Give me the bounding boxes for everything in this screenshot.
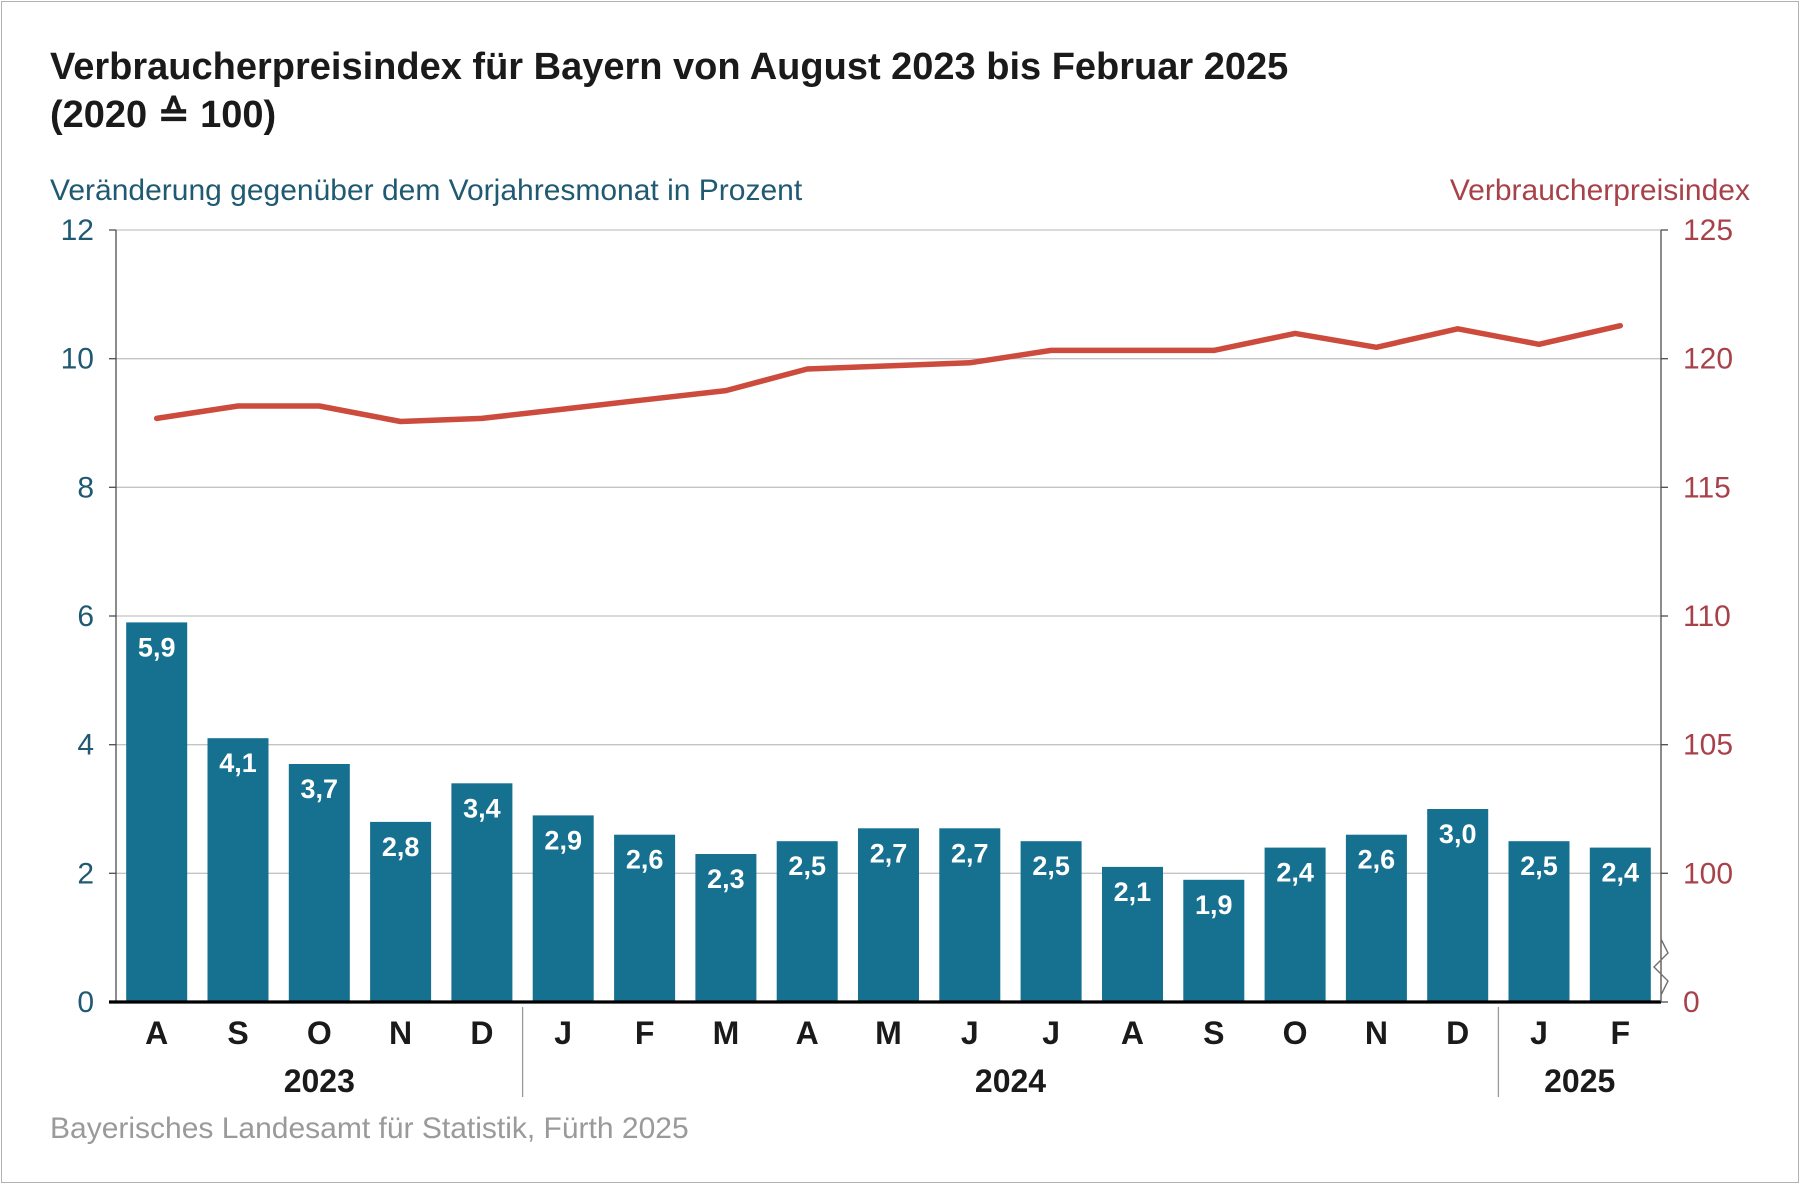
svg-text:120: 120 [1683, 343, 1733, 376]
svg-text:S: S [227, 1015, 248, 1051]
svg-text:M: M [713, 1015, 740, 1051]
svg-text:2,5: 2,5 [1520, 851, 1558, 881]
svg-text:2023: 2023 [284, 1063, 355, 1099]
svg-text:115: 115 [1683, 471, 1731, 504]
svg-text:110: 110 [1683, 600, 1731, 633]
svg-text:S: S [1203, 1015, 1224, 1051]
svg-text:2,6: 2,6 [1358, 845, 1396, 875]
svg-text:J: J [554, 1015, 572, 1051]
svg-text:2,4: 2,4 [1276, 858, 1314, 888]
svg-text:0: 0 [77, 986, 94, 1019]
svg-text:O: O [307, 1015, 332, 1051]
svg-text:2,5: 2,5 [1032, 851, 1070, 881]
svg-text:J: J [1042, 1015, 1060, 1051]
svg-text:100: 100 [1683, 857, 1733, 890]
svg-text:2,5: 2,5 [788, 851, 826, 881]
svg-text:10: 10 [61, 343, 94, 376]
svg-text:2,3: 2,3 [707, 864, 745, 894]
svg-text:D: D [470, 1015, 493, 1051]
svg-text:12: 12 [61, 214, 94, 247]
svg-text:3,0: 3,0 [1439, 819, 1477, 849]
svg-text:2,6: 2,6 [626, 845, 664, 875]
svg-text:2,9: 2,9 [544, 825, 582, 855]
svg-text:J: J [961, 1015, 979, 1051]
svg-text:8: 8 [77, 471, 94, 504]
svg-text:A: A [145, 1015, 168, 1051]
svg-text:N: N [389, 1015, 412, 1051]
svg-text:F: F [1611, 1015, 1631, 1051]
svg-text:A: A [1121, 1015, 1144, 1051]
svg-text:2,8: 2,8 [382, 832, 420, 862]
svg-text:5,9: 5,9 [138, 632, 176, 662]
svg-text:6: 6 [77, 600, 94, 633]
svg-text:0: 0 [1683, 986, 1700, 1019]
svg-text:F: F [635, 1015, 655, 1051]
svg-text:J: J [1530, 1015, 1548, 1051]
svg-text:1,9: 1,9 [1195, 890, 1233, 920]
svg-text:A: A [796, 1015, 819, 1051]
svg-text:2,7: 2,7 [951, 838, 989, 868]
svg-text:2,7: 2,7 [870, 838, 908, 868]
svg-text:2,1: 2,1 [1114, 877, 1152, 907]
svg-text:3,7: 3,7 [301, 774, 339, 804]
svg-text:O: O [1283, 1015, 1308, 1051]
svg-text:D: D [1446, 1015, 1469, 1051]
svg-text:N: N [1365, 1015, 1388, 1051]
svg-text:125: 125 [1683, 214, 1733, 247]
svg-text:105: 105 [1683, 729, 1733, 762]
svg-text:2,4: 2,4 [1602, 858, 1640, 888]
svg-text:4: 4 [77, 729, 94, 762]
svg-text:2: 2 [77, 857, 94, 890]
svg-text:M: M [875, 1015, 902, 1051]
svg-text:2025: 2025 [1544, 1063, 1615, 1099]
svg-text:2024: 2024 [975, 1063, 1046, 1099]
svg-text:3,4: 3,4 [463, 793, 501, 823]
svg-text:4,1: 4,1 [219, 748, 257, 778]
